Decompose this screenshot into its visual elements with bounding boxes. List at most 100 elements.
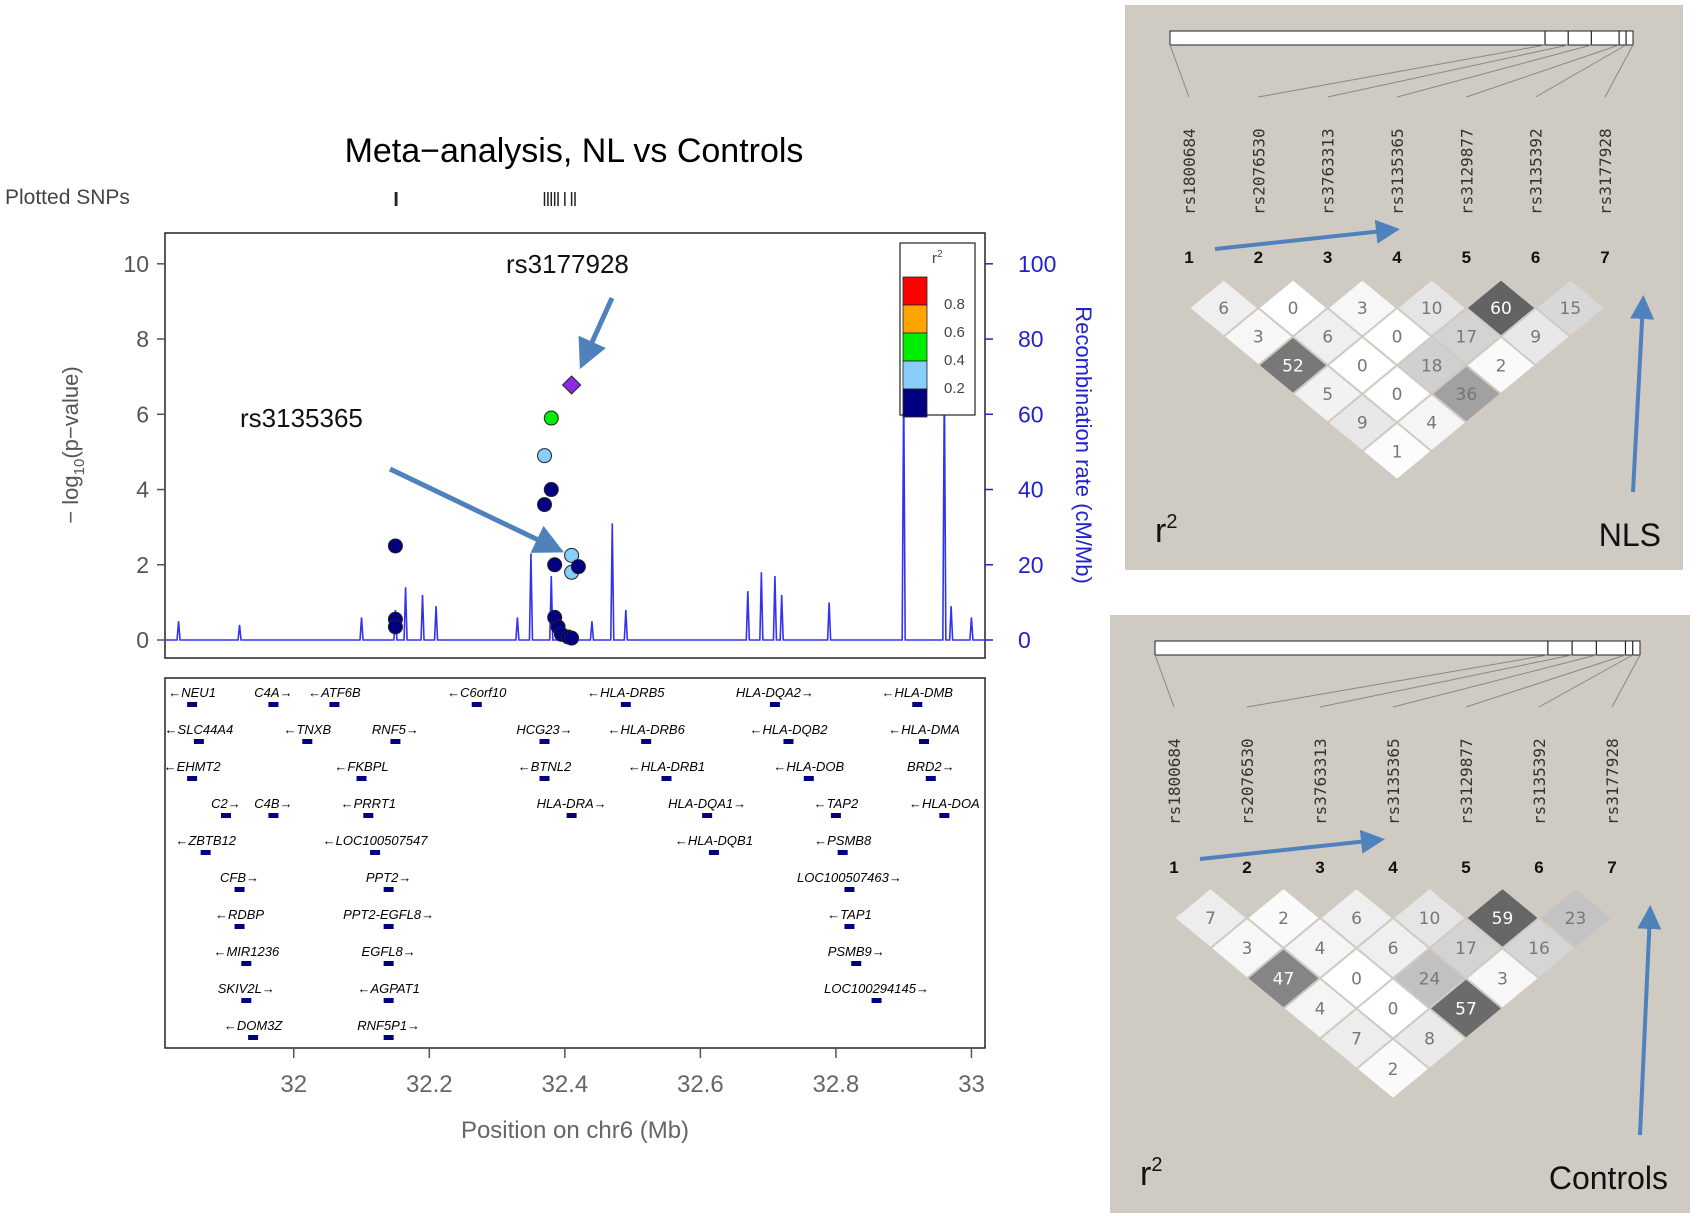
gene-label: LOC100294145→: [824, 981, 929, 996]
gene-body: [383, 961, 394, 966]
r2-label: r2: [1140, 1154, 1162, 1193]
ld-value: 15: [1560, 299, 1582, 319]
ld-value: 0: [1357, 356, 1368, 376]
gene-body: [370, 850, 381, 855]
r2-label: r2: [1155, 511, 1177, 550]
y2-tick-label: 80: [1018, 326, 1044, 352]
gene-label: ←AGPAT1: [357, 981, 419, 996]
gene-label: CFB→: [220, 870, 259, 885]
ld-value: 2: [1496, 356, 1507, 376]
gene-body: [539, 776, 550, 781]
ld-panel-title: NLS: [1599, 517, 1661, 553]
gene-label: PSMB9→: [828, 944, 885, 959]
gene-body: [187, 702, 198, 707]
gene-body: [241, 961, 252, 966]
snp-name: rs3177928: [1596, 128, 1615, 215]
gene-body: [620, 702, 631, 707]
x-axis: 32 32.2 32.4 32.6 32.8 33: [280, 1048, 985, 1098]
snp-name: rs1800684: [1180, 128, 1199, 215]
legend-label-0.4: 0.4: [944, 352, 965, 369]
annotation-arrow-rs3177928: [578, 296, 615, 370]
snp-index: 1: [1169, 858, 1178, 877]
gene-label: ←NEU1: [168, 685, 216, 700]
gene-label: ←SLC44A4: [165, 722, 234, 737]
gene-body: [661, 776, 672, 781]
r2-label-base: r: [1140, 1155, 1151, 1193]
gene-body: [641, 739, 652, 744]
gene-body: [187, 776, 198, 781]
snp-connector: [1169, 44, 1190, 98]
gene-label: ←ATF6B: [308, 685, 361, 700]
snp-name: rs2076530: [1249, 128, 1268, 215]
y-tick-label: 0: [136, 627, 149, 653]
gene-label: RNF5P1→: [357, 1018, 420, 1033]
snp-name: rs3135365: [1384, 738, 1403, 825]
snp-index: 2: [1254, 248, 1263, 267]
ld-value: 5: [1322, 385, 1333, 405]
y-axis-left: 0 2 4 6 8 10: [123, 251, 165, 653]
ld-panel-title: Controls: [1549, 1160, 1668, 1196]
ld-value: 2: [1388, 1060, 1399, 1080]
legend-label-0.8: 0.8: [944, 296, 965, 313]
gene-body: [220, 813, 231, 818]
ld-value: 0: [1392, 328, 1403, 348]
snp-index: 2: [1242, 858, 1251, 877]
r2-label-base: r: [1155, 512, 1166, 550]
x-axis-label: Position on chr6 (Mb): [461, 1117, 689, 1144]
gene-label: PPT2→: [366, 870, 412, 885]
gene-label: ←HLA-DRB1: [628, 759, 705, 774]
gene-label: PPT2-EGFL8→: [343, 907, 434, 922]
gene-label: ←HLA-DMB: [881, 685, 953, 700]
ld-value: 7: [1351, 1030, 1362, 1050]
snp-name: rs3129877: [1457, 128, 1476, 215]
gene-structure-bar: [1169, 30, 1634, 46]
gene-body: [871, 998, 882, 1003]
gene-body: [939, 813, 950, 818]
ld-value: 0: [1288, 299, 1299, 319]
gene-label: ←HLA-DOB: [773, 759, 844, 774]
y2-tick-label: 0: [1018, 627, 1031, 653]
snp-point: [564, 547, 580, 563]
ld-value: 3: [1242, 939, 1253, 959]
gene-structure-bar: [1154, 640, 1641, 656]
ld-value: 47: [1273, 969, 1295, 989]
snp-connector: [1611, 654, 1641, 708]
gene-label: ←BTNL2: [518, 759, 572, 774]
snp-name: rs3135392: [1530, 738, 1549, 825]
r2-label-sup: 2: [1151, 1154, 1162, 1176]
gene-body: [769, 702, 780, 707]
gene-body: [844, 887, 855, 892]
x-tick-label: 32.8: [813, 1071, 860, 1098]
ld-value: 6: [1388, 939, 1399, 959]
gene-body: [329, 702, 340, 707]
gene-label: ←HLA-DRB6: [608, 722, 686, 737]
snp-index: 5: [1462, 248, 1471, 267]
snp-point: [547, 557, 563, 573]
gene-label: ←HLA-DQB1: [675, 833, 753, 848]
ld-value: 60: [1490, 299, 1512, 319]
ld-cell: [1354, 1037, 1432, 1101]
snp-connector: [1246, 654, 1548, 708]
gene-body: [851, 961, 862, 966]
r2-legend: r2 0.8 0.6 0.4 0.2: [899, 242, 976, 418]
x-tick-label: 32.4: [541, 1071, 588, 1098]
gene-label: C4A→: [254, 685, 292, 700]
snp-name: rs3129877: [1457, 738, 1476, 825]
gene-label: ←EHMT2: [164, 759, 222, 774]
ld-value: 23: [1565, 909, 1587, 929]
gene-label: ←ZBTB12: [175, 833, 236, 848]
snp-connector: [1392, 654, 1597, 708]
title-arrow: [1637, 905, 1662, 1136]
snp-index: 3: [1323, 248, 1332, 267]
gene-label: BRD2→: [907, 759, 955, 774]
ld-value: 1: [1392, 442, 1403, 462]
gene-label: ←LOC100507547: [323, 833, 429, 848]
gene-body: [830, 813, 841, 818]
snp-connector: [1154, 654, 1175, 708]
snp-index: 5: [1461, 858, 1470, 877]
gene-body: [234, 924, 245, 929]
y-tick-label: 4: [136, 477, 149, 503]
ld-value: 0: [1392, 385, 1403, 405]
y-tick-label: 8: [136, 326, 149, 352]
